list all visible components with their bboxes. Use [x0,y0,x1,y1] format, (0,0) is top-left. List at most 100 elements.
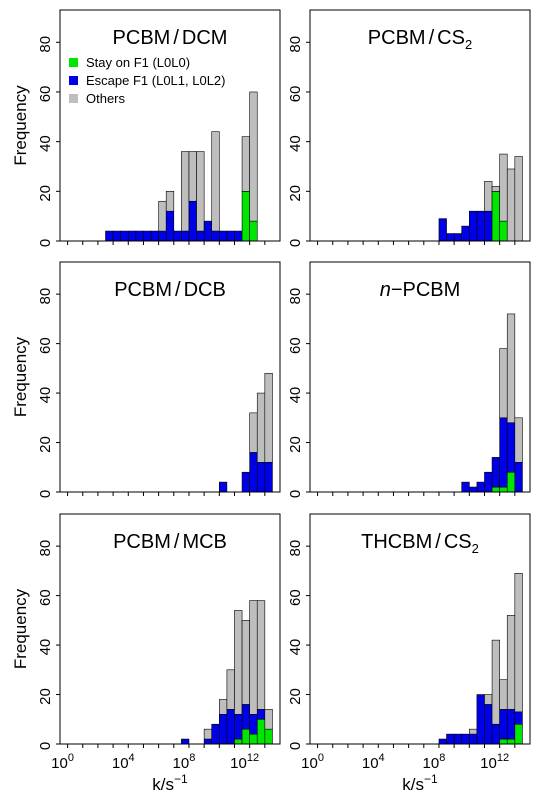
legend-swatch [69,94,78,103]
bar-others [499,348,508,419]
bar-escape [226,709,235,745]
bar-others [506,615,516,710]
bar-stay [491,191,500,242]
y-tick-label: 20 [287,185,304,202]
bar-escape [203,738,213,745]
x-tick-label: 1012 [230,752,259,772]
bar-escape [453,233,463,242]
bar-escape [491,723,500,745]
bar-escape [173,230,182,242]
bar-others [234,610,243,715]
bar-stay [249,733,258,745]
panel-2: 0 20 40 60 80 PCBM / CS2 [287,9,531,247]
y-tick-label: 0 [287,742,304,750]
bar-others [506,168,516,242]
legend-label: Stay on F1 (L0L0) [86,55,190,70]
plot-frame [309,9,531,242]
y-tick-label: 40 [37,639,54,656]
legend-label: Escape F1 (L0L1, L0L2) [86,73,225,88]
legend-swatch [69,76,78,85]
y-tick-label: 60 [287,589,304,606]
bar-escape [158,230,167,242]
bar-stay [499,486,508,493]
panel-title: PCBM / DCB [114,279,226,301]
panel-5: 100 104 108 1012 0 20 40 60 80 PCBM / MCB Frequency k… [11,513,281,794]
bar-escape [249,714,258,735]
y-tick-label: 60 [287,86,304,103]
bar-escape [226,230,235,242]
y-tick-label: 0 [37,490,54,498]
bar-stay [499,738,508,745]
bar-stay [234,738,243,745]
bar-others [491,639,500,725]
y-tick-label: 80 [37,36,54,53]
bar-stay [241,191,250,242]
y-tick-label: 80 [287,36,304,53]
y-tick-label: 40 [37,135,54,152]
bar-escape [165,210,175,242]
bar-escape [241,704,250,730]
bar-escape [150,230,159,242]
bar-escape [241,471,250,493]
y-axis-label: Frequency [11,336,30,417]
y-axis-label: Frequency [11,85,30,166]
bar-others [469,728,478,735]
bar-escape [499,709,508,740]
plot-frame [59,513,281,745]
y-tick-label: 60 [37,86,54,103]
y-tick-label: 20 [37,688,54,705]
bar-escape [484,210,493,242]
y-tick-label: 60 [287,337,304,354]
y-tick-label: 20 [37,436,54,453]
bar-escape [514,462,523,493]
bar-escape [476,481,485,493]
bar-escape [196,230,205,242]
bar-escape [219,714,228,745]
bar-escape [219,481,228,493]
y-tick-label: 80 [287,288,304,305]
bar-escape [256,709,266,720]
x-axis-label: k/s−1 [402,772,438,794]
x-tick-label: 100 [301,752,324,772]
bar-others [499,153,508,222]
bar-others [249,412,258,453]
panel-title: THCBM / CS2 [361,531,479,556]
bar-others [226,669,235,710]
bar-others [256,600,266,710]
bar-escape [491,457,500,488]
bar-escape [127,230,137,242]
bar-stay [249,220,258,242]
bar-others [264,372,273,463]
bar-others [264,709,273,730]
bar-escape [506,422,516,473]
panel-6: 100 104 108 1012 0 20 40 60 80 THCBM / CS2 k/s−1 [287,513,531,794]
bar-others [499,679,508,710]
bar-escape [105,230,114,242]
bar-others [514,573,523,713]
bar-escape [143,230,152,242]
bar-others [241,620,250,705]
bar-escape [234,230,243,242]
bar-others [203,728,213,740]
bar-stay [506,471,516,493]
y-tick-label: 40 [287,387,304,404]
plot-frame [59,261,281,493]
bar-escape [211,230,220,242]
bar-stay [241,728,250,745]
bar-escape [256,462,266,493]
y-tick-label: 20 [37,185,54,202]
bar-escape [469,486,478,493]
bar-others [196,151,205,232]
panel-3: 0 20 40 60 80 PCBM / DCB Frequency [11,261,281,498]
bar-escape [484,471,493,493]
bar-others [484,181,493,212]
bar-stay [256,718,266,745]
y-tick-label: 40 [287,639,304,656]
bar-escape [476,694,485,745]
bar-escape [484,704,493,745]
x-tick-label: 104 [362,752,385,772]
plot-frame [309,513,531,745]
bar-escape [514,711,523,725]
y-tick-label: 80 [37,288,54,305]
